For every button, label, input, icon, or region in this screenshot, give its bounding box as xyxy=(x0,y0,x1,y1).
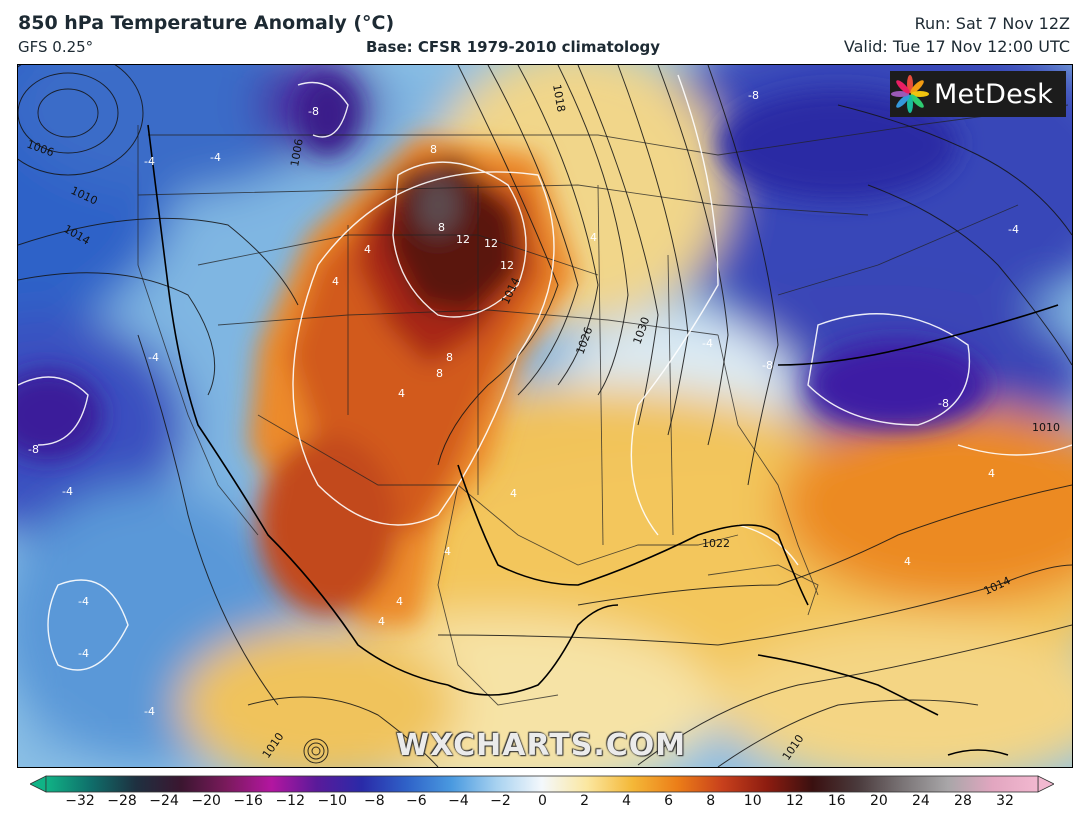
colorbar-max-arrow xyxy=(1037,775,1054,793)
anomaly-label: -8 xyxy=(748,89,759,102)
anomaly-label: -4 xyxy=(78,647,89,660)
anomaly-label: 12 xyxy=(456,233,470,246)
pressure-contours xyxy=(18,65,1072,767)
colorbar-tick-label: 28 xyxy=(954,793,972,809)
coastlines xyxy=(147,124,1059,756)
anomaly-label: 8 xyxy=(438,221,445,234)
anomaly-field-warm xyxy=(248,135,578,625)
political-borders xyxy=(137,104,1069,706)
colorbar-tick-label: −16 xyxy=(233,793,263,809)
pinwheel-logo-icon xyxy=(891,75,929,113)
colorbar-tick-label: −4 xyxy=(448,793,469,809)
map-canvas: 1006 1010 1014 1018 1006 1014 1026 1030 … xyxy=(18,65,1072,767)
metdesk-logo: MetDesk xyxy=(890,71,1066,117)
anomaly-label: 4 xyxy=(396,595,403,608)
anomaly-label: -4 xyxy=(78,595,89,608)
colorbar-tick-label: 24 xyxy=(911,793,930,809)
pressure-label: 1010 xyxy=(1032,421,1060,434)
anomaly-label-group: -8 -4 -4 -8 -8 -8 -4 -4 -4 -4 -4 -4 4 4 … xyxy=(28,89,1019,718)
anomaly-label: -4 xyxy=(62,485,73,498)
anomaly-contours xyxy=(18,74,1072,671)
anomaly-field-cold xyxy=(18,75,988,460)
colorbar xyxy=(30,775,1054,793)
colorbar-min-arrow xyxy=(30,775,47,793)
colorbar-tick-label: −2 xyxy=(490,793,511,809)
colorbar-tick-label: 4 xyxy=(622,793,632,809)
colorbar-tick-label: −24 xyxy=(149,793,179,809)
colorbar-tick-label: 8 xyxy=(706,793,716,809)
anomaly-label: 12 xyxy=(484,237,498,250)
anomaly-label: 12 xyxy=(500,259,514,272)
colorbar-tick-label: 2 xyxy=(580,793,589,809)
colorbar-tick-label: 16 xyxy=(827,793,846,809)
pressure-label: 1022 xyxy=(702,537,730,550)
anomaly-label: -8 xyxy=(938,397,949,410)
anomaly-label: 4 xyxy=(904,555,911,568)
anomaly-label: 4 xyxy=(590,231,597,244)
colorbar-tick-label: 20 xyxy=(869,793,888,809)
logo-text: MetDesk xyxy=(934,78,1053,110)
chart-title: 850 hPa Temperature Anomaly (°C) xyxy=(18,12,395,34)
anomaly-label: 4 xyxy=(444,545,451,558)
anomaly-label: -4 xyxy=(148,351,159,364)
climatology-base-label: Base: CFSR 1979-2010 climatology xyxy=(366,38,661,56)
valid-time-label: Valid: Tue 17 Nov 12:00 UTC xyxy=(843,37,1070,56)
anomaly-label: 8 xyxy=(430,143,437,156)
anomaly-label: -4 xyxy=(1008,223,1019,236)
run-time-label: Run: Sat 7 Nov 12Z xyxy=(914,14,1070,33)
pressure-label: 1018 xyxy=(550,83,568,113)
anomaly-label: 4 xyxy=(988,467,995,480)
anomaly-label: -4 xyxy=(144,705,155,718)
anomaly-label: -8 xyxy=(28,443,39,456)
colorbar-tick-label: −12 xyxy=(275,793,305,809)
colorbar-tick-label: −8 xyxy=(363,793,385,809)
colorbar-tick-label: 12 xyxy=(785,793,804,809)
model-label: GFS 0.25° xyxy=(18,38,94,56)
colorbar-tick-label: 6 xyxy=(664,793,674,809)
anomaly-label: -4 xyxy=(144,155,155,168)
colorbar-tick-label: 32 xyxy=(996,793,1014,809)
colorbar-tick-label: −28 xyxy=(107,793,137,809)
anomaly-label: -8 xyxy=(762,359,773,372)
anomaly-label: 4 xyxy=(364,243,371,256)
colorbar-tick-label: −10 xyxy=(317,793,348,809)
colorbar-tick-label: −6 xyxy=(406,793,427,809)
anomaly-label: 4 xyxy=(332,275,339,288)
colorbar-gradient xyxy=(45,775,1039,793)
anomaly-label: -4 xyxy=(702,337,713,350)
anomaly-label: 8 xyxy=(436,367,443,380)
anomaly-label: 4 xyxy=(378,615,385,628)
colorbar-tick-label: 0 xyxy=(538,793,547,809)
anomaly-label: 8 xyxy=(446,351,453,364)
colorbar-tick-label: −20 xyxy=(191,793,221,809)
anomaly-label: -8 xyxy=(308,105,319,118)
colorbar-ticks: −32 −28 −24 −20 −16 −12 −10 −8 −6 −4 −2 0 2 4 6 8 10 12 16… xyxy=(0,793,1084,817)
watermark-text: WXCHARTS.COM xyxy=(396,728,687,763)
colorbar-tick-label: −32 xyxy=(65,793,95,809)
anomaly-label: 4 xyxy=(510,487,517,500)
anomaly-label: 4 xyxy=(398,387,405,400)
colorbar-tick-label: 10 xyxy=(743,793,762,809)
anomaly-label: -4 xyxy=(210,151,221,164)
anomaly-map: 1006 1010 1014 1018 1006 1014 1026 1030 … xyxy=(17,64,1073,768)
pressure-label: 1006 xyxy=(288,138,306,168)
